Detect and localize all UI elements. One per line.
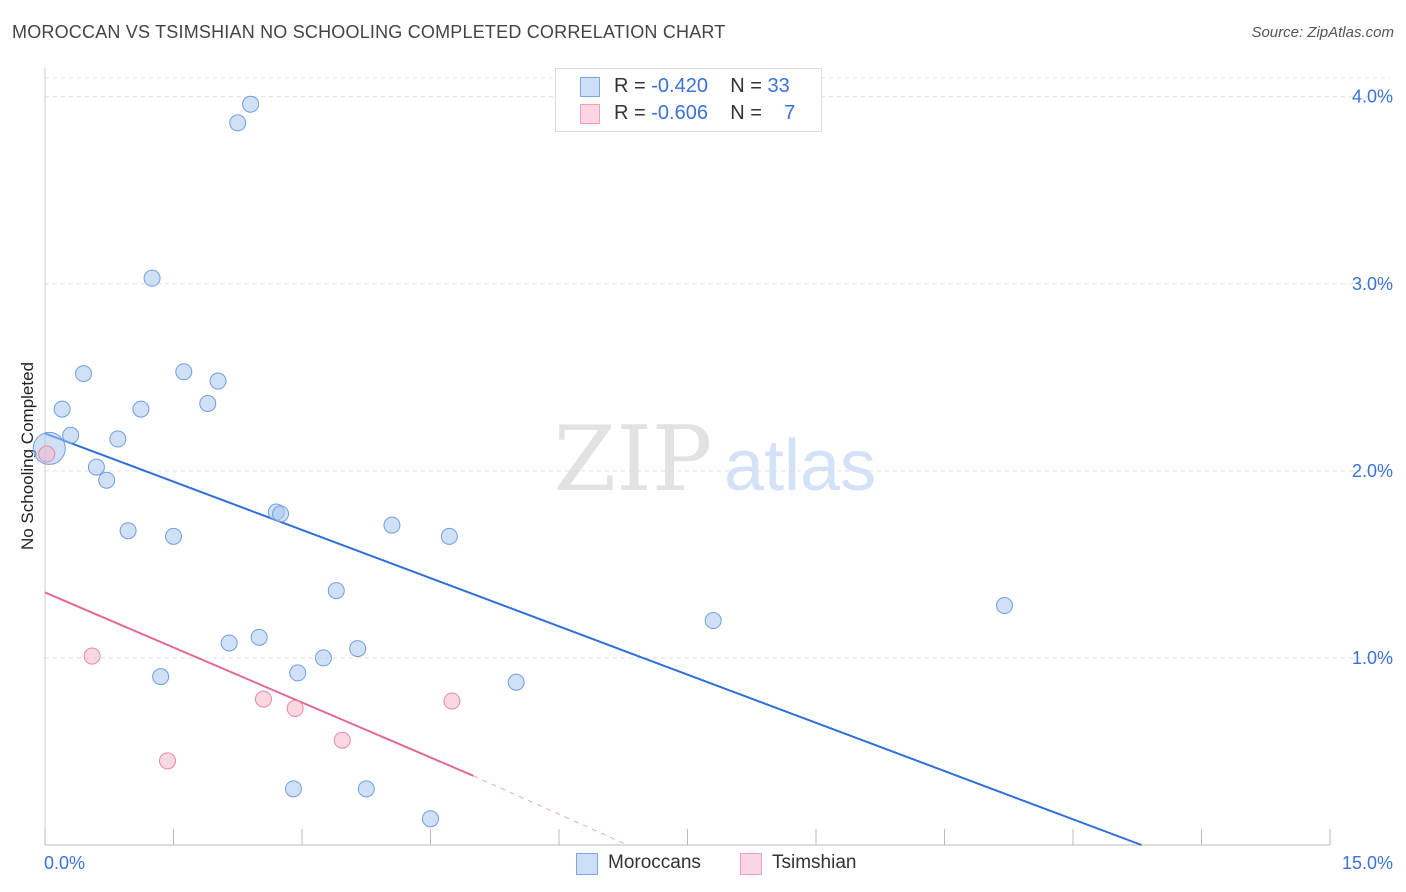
point-moroccans (98, 471, 116, 489)
point-moroccans (62, 426, 80, 444)
point-moroccans (995, 597, 1013, 615)
point-moroccans (75, 365, 93, 383)
y-tick-label: 2.0% (1352, 461, 1393, 481)
legend-r-value: -0.606 (651, 102, 708, 124)
point-moroccans (53, 400, 71, 418)
point-moroccans (289, 664, 307, 682)
bottom-legend-swatch-moroccans (576, 853, 598, 875)
point-moroccans (507, 673, 525, 691)
watermark-zip: ZIP (554, 407, 713, 512)
point-tsimshian (333, 731, 351, 749)
point-moroccans (209, 372, 227, 390)
bottom-legend-label-tsimshian: Tsimshian (772, 852, 857, 873)
correlation-legend: R = -0.420 N = 33 R = -0.606 N = 7 (555, 68, 822, 132)
point-moroccans (229, 114, 247, 132)
bottom-legend-label-moroccans: Moroccans (608, 852, 701, 873)
tick-labels: 1.0% 2.0% 3.0% 4.0% 0.0% 15.0% (44, 87, 1393, 873)
data-points (32, 95, 1013, 828)
legend-swatch-moroccans (580, 77, 600, 97)
trend-lines (44, 432, 1142, 846)
legend-n-label: N = (730, 75, 768, 97)
legend-n-label: N = (730, 102, 768, 124)
point-moroccans (242, 95, 260, 113)
trendline-moroccans (44, 432, 1142, 846)
legend-n-value: 33 (767, 75, 790, 97)
point-moroccans (199, 395, 217, 413)
point-moroccans (383, 516, 401, 534)
series-tsimshian (38, 445, 461, 770)
point-moroccans (314, 649, 332, 667)
legend-r-label: R = (614, 75, 652, 97)
legend-swatch-tsimshian (580, 104, 600, 124)
point-moroccans (704, 612, 722, 630)
point-moroccans (165, 527, 182, 545)
x-tick-label-max: 15.0% (1342, 853, 1393, 873)
point-moroccans (175, 363, 193, 381)
trendline-extension-tsimshian (473, 775, 628, 846)
legend-r-label: R = (614, 102, 652, 124)
point-moroccans (357, 780, 375, 798)
point-moroccans (440, 527, 458, 545)
watermark-atlas: atlas (724, 426, 876, 506)
x-tick-label-min: 0.0% (44, 853, 85, 873)
point-tsimshian (83, 647, 101, 665)
watermark: ZIP atlas (554, 407, 876, 512)
point-moroccans (284, 780, 302, 798)
point-tsimshian (38, 445, 56, 463)
legend-n-value: 7 (784, 102, 796, 124)
point-moroccans (422, 810, 439, 828)
bottom-legend-swatch-tsimshian (740, 853, 762, 875)
chart-title: MOROCCAN VS TSIMSHIAN NO SCHOOLING COMPL… (12, 22, 726, 42)
y-tick-label: 1.0% (1352, 648, 1393, 668)
point-moroccans (152, 668, 170, 686)
point-moroccans (109, 430, 127, 448)
point-tsimshian (254, 690, 272, 708)
y-tick-label: 4.0% (1352, 87, 1393, 107)
legend-r-value: -0.420 (651, 75, 708, 97)
point-moroccans (87, 458, 105, 476)
point-moroccans (272, 505, 290, 523)
point-moroccans (220, 634, 238, 652)
point-moroccans (132, 400, 150, 418)
point-moroccans (119, 522, 137, 540)
trendline-tsimshian (44, 591, 474, 777)
source-credit: Source: ZipAtlas.com (1251, 24, 1394, 41)
point-tsimshian (159, 752, 177, 770)
point-tsimshian (443, 692, 461, 710)
grid (45, 77, 1390, 659)
y-tick-label: 3.0% (1352, 274, 1393, 294)
series-moroccans (32, 95, 1013, 828)
point-moroccans (327, 582, 345, 600)
point-moroccans (143, 269, 161, 287)
point-moroccans (349, 640, 367, 658)
point-moroccans (250, 628, 268, 646)
point-tsimshian (286, 699, 304, 717)
